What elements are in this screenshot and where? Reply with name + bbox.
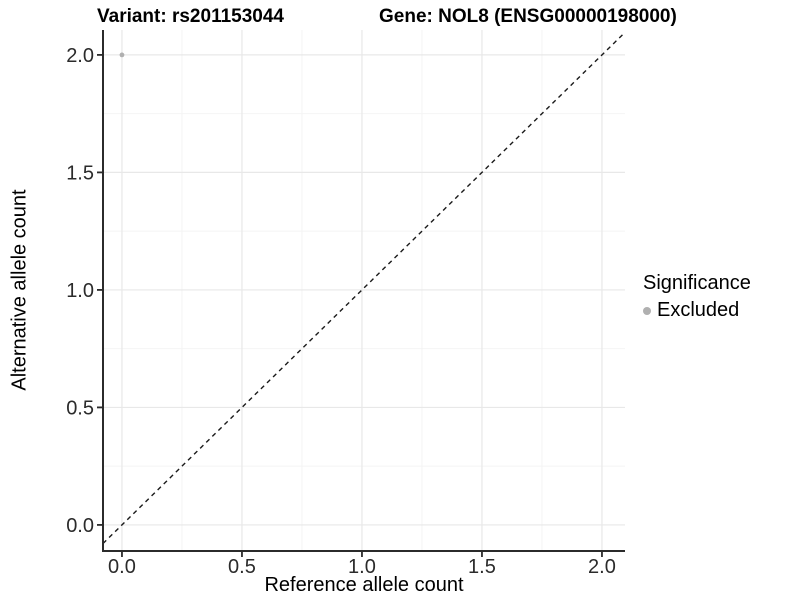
x-tick-label: 1.5 — [468, 556, 496, 578]
data-point — [119, 52, 125, 58]
identity-dashed-line — [102, 31, 626, 544]
legend: Significance Excluded — [643, 272, 751, 322]
y-tick-label: 1.0 — [66, 280, 94, 302]
legend-item-excluded: Excluded — [643, 299, 751, 322]
x-tick-label: 0.0 — [108, 556, 136, 578]
x-tick-label: 1.0 — [348, 556, 376, 578]
y-tick-label: 0.0 — [66, 515, 94, 537]
legend-title: Significance — [643, 272, 751, 294]
plot-title-gene: Gene: NOL8 (ENSG00000198000) — [379, 6, 677, 27]
y-tick-label: 1.5 — [66, 162, 94, 184]
plot-title-variant: Variant: rs201153044 — [97, 6, 284, 27]
legend-point-icon — [643, 306, 651, 315]
y-tick-label: 0.5 — [66, 397, 94, 419]
legend-item-label: Excluded — [657, 299, 740, 321]
x-tick-label: 2.0 — [588, 556, 616, 578]
x-axis-title: Reference allele count — [264, 574, 464, 596]
x-tick-label: 0.5 — [228, 556, 256, 578]
y-tick-label: 2.0 — [66, 45, 94, 67]
y-axis-title: Alternative allele count — [8, 189, 31, 391]
